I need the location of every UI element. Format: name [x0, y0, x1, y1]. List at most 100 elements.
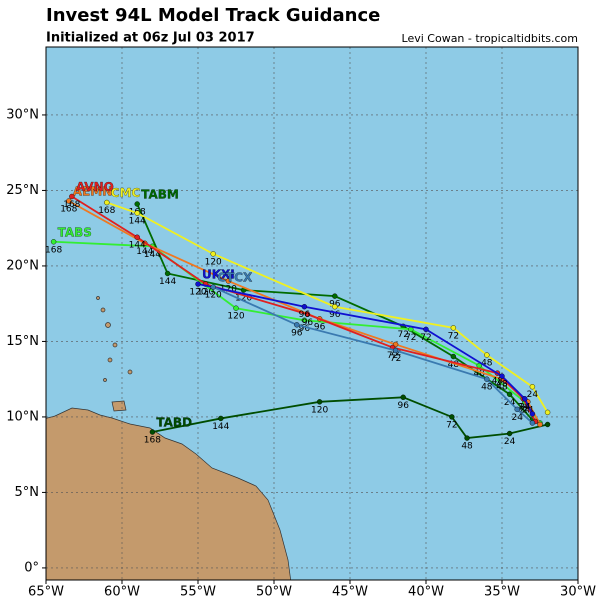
hour-label: 24 — [519, 402, 531, 412]
hour-label: 24 — [527, 390, 539, 400]
hour-label: 24 — [504, 437, 516, 447]
credit: Levi Cowan - tropicaltidbits.com — [402, 32, 578, 45]
hour-label: 120 — [235, 294, 252, 304]
island — [112, 342, 118, 348]
track-point — [514, 406, 520, 413]
track-point — [134, 210, 140, 216]
model-name: AEMN — [73, 185, 112, 199]
hour-label: 144 — [136, 247, 153, 257]
x-tick-label: 35°W — [484, 585, 520, 600]
hour-label: 48 — [473, 369, 485, 379]
track-point — [301, 317, 308, 323]
y-tick-label: 20°N — [6, 258, 39, 273]
hour-label: 96 — [329, 310, 341, 320]
hour-label: 48 — [481, 383, 493, 393]
hour-label: 96 — [299, 310, 311, 320]
track-point — [218, 415, 224, 422]
y-tick-label: 0° — [24, 560, 39, 575]
hour-label: 72 — [405, 333, 416, 343]
track-point — [301, 304, 308, 310]
track-point — [537, 421, 543, 428]
track-point — [544, 421, 551, 428]
track-point — [464, 435, 470, 441]
hour-label: 48 — [448, 360, 460, 370]
hour-label: 24 — [518, 402, 530, 412]
hour-label: 96 — [314, 322, 326, 332]
island — [107, 357, 113, 363]
model-name: TABS — [58, 225, 92, 239]
hour-label: 24 — [519, 405, 531, 415]
hour-label: 120 — [189, 288, 206, 298]
hour-label: 144 — [159, 277, 176, 287]
x-tick-label: 55°W — [180, 585, 216, 600]
track-point — [529, 384, 536, 390]
track-point — [506, 391, 513, 397]
track-point — [449, 414, 455, 420]
hour-label: 72 — [420, 333, 431, 343]
hour-label: 48 — [496, 383, 508, 393]
hour-label: 144 — [144, 250, 161, 260]
track-point — [233, 305, 239, 311]
hour-label: 72 — [446, 420, 457, 430]
model-name: CTCX — [217, 271, 253, 285]
hour-label: 120 — [205, 257, 222, 267]
model-name: TABD — [156, 416, 192, 430]
hour-label: 120 — [227, 312, 244, 322]
y-tick-label: 30°N — [6, 107, 39, 122]
track-point — [450, 353, 457, 360]
track-point — [210, 284, 216, 290]
hour-label: 24 — [522, 405, 534, 415]
hour-label: 48 — [461, 442, 473, 452]
y-tick-label: 25°N — [6, 183, 39, 198]
hour-label: 168 — [144, 436, 161, 446]
hour-label: 96 — [299, 324, 311, 334]
track-point — [529, 420, 536, 426]
hour-label: 168 — [98, 206, 115, 216]
track-line — [106, 201, 549, 413]
hour-label: 144 — [129, 217, 146, 227]
track-point — [225, 278, 232, 284]
track-point — [450, 325, 457, 331]
hour-label: 144 — [212, 422, 229, 432]
track-point — [332, 304, 338, 310]
map-title: Invest 94L Model Track Guidance — [46, 5, 380, 26]
track-point — [149, 429, 156, 435]
track-point — [506, 430, 513, 437]
hour-label: 120 — [311, 405, 328, 415]
hour-label: 72 — [397, 330, 408, 340]
hour-label: 48 — [492, 377, 504, 387]
hour-label: 144 — [129, 241, 146, 251]
model-name: AVNO — [76, 180, 114, 194]
track-point — [400, 394, 406, 401]
track-point — [499, 373, 505, 379]
hour-label: 96 — [397, 401, 409, 411]
hour-label: 120 — [205, 291, 222, 301]
model-name: UKXI — [202, 268, 235, 282]
track-point — [50, 239, 57, 245]
hour-label: 96 — [302, 318, 314, 328]
x-tick-label: 40°W — [408, 585, 444, 600]
frame — [45, 46, 579, 581]
island — [105, 322, 111, 328]
track-line — [136, 203, 534, 421]
track-point — [164, 270, 171, 277]
model-name: CMC — [111, 186, 141, 200]
island — [96, 296, 100, 300]
y-tick-label: 10°N — [6, 409, 39, 424]
track-point — [304, 311, 311, 317]
hour-label: 72 — [448, 331, 459, 341]
hour-label: 48 — [496, 380, 508, 390]
track-line — [197, 283, 534, 415]
y-tick-label: 5°N — [15, 485, 40, 500]
hour-label: 168 — [63, 200, 80, 210]
tracks-layer: 24 48 72 96 120 144 168 TABD 24 48 72 96 120 144 168 TA… — [45, 47, 578, 580]
hour-label: 72 — [387, 351, 398, 361]
track-point — [66, 198, 72, 204]
track-point — [134, 201, 140, 207]
track-line — [152, 396, 548, 440]
island — [103, 378, 107, 382]
hour-label: 168 — [45, 245, 62, 255]
track-line — [212, 286, 533, 424]
track-point — [484, 376, 490, 382]
